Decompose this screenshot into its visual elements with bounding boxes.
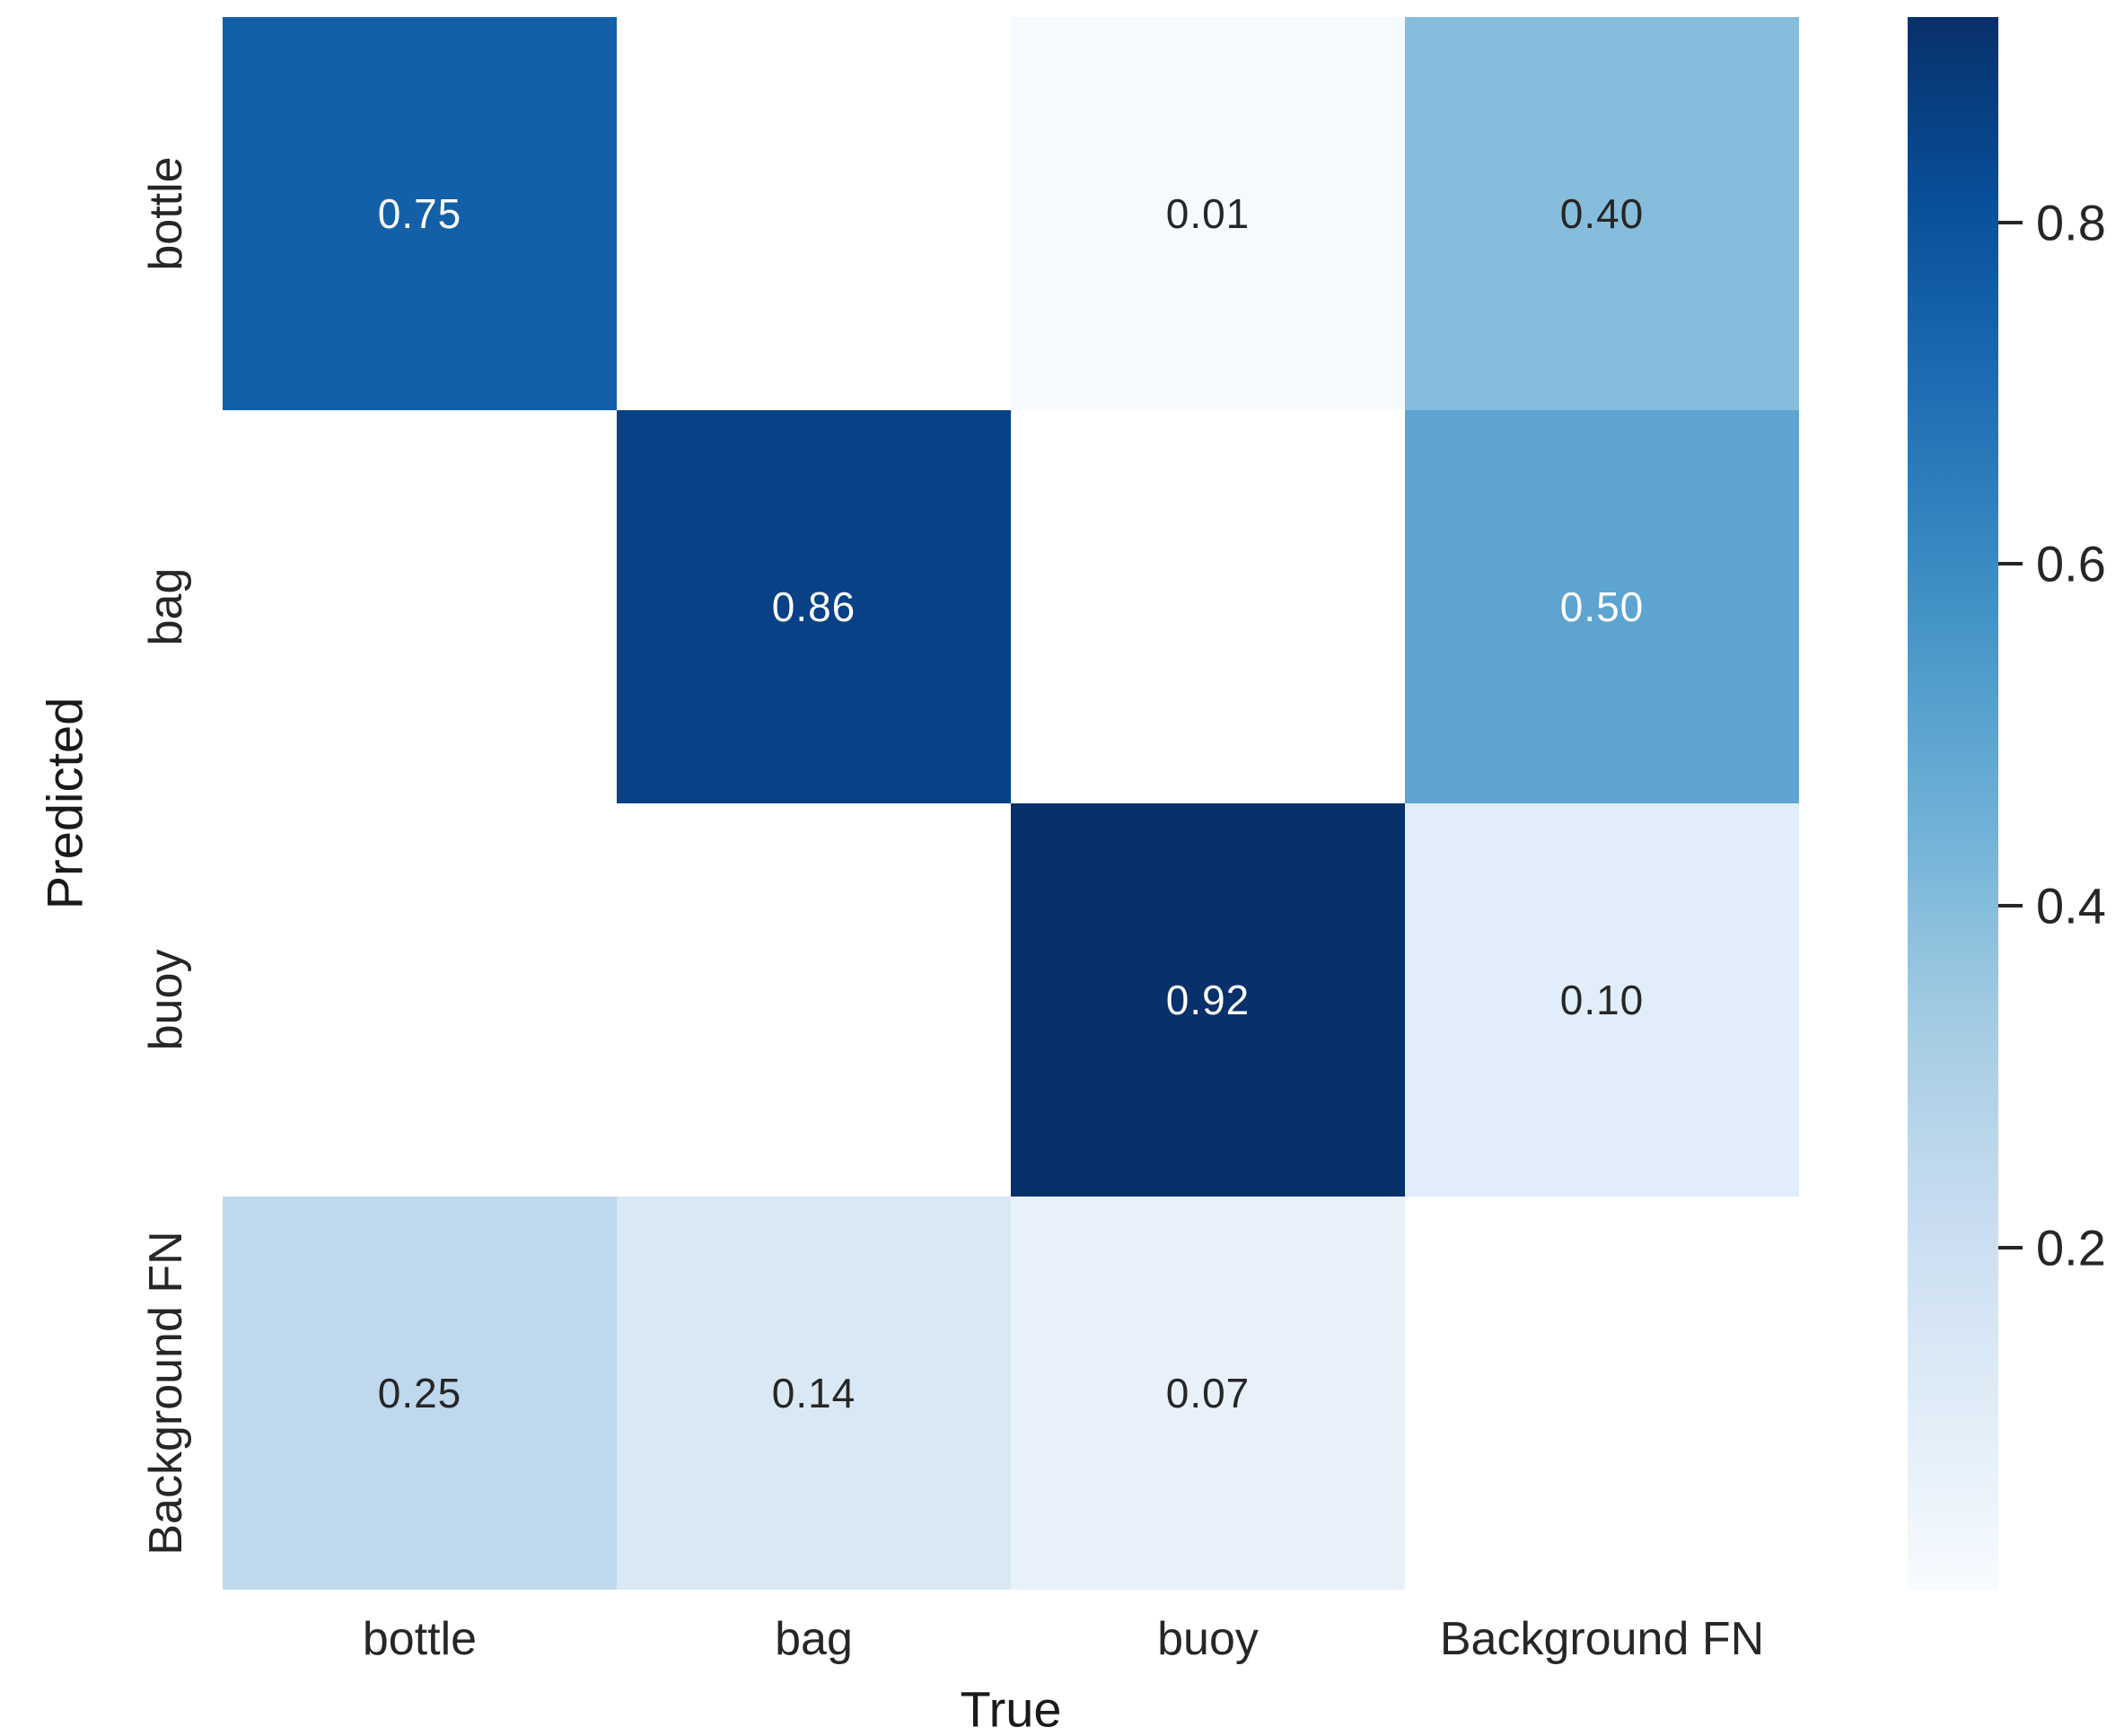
y-tick-background-fn: Background FN [140, 1231, 192, 1556]
cell-value: 0.92 [1165, 977, 1251, 1023]
y-axis-title: Predicted [36, 697, 93, 910]
colorbar [1908, 17, 1998, 1590]
heatmap-cell-buoy-buoy: 0.92 [1011, 803, 1405, 1197]
heatmap-cell-background-fn-background-fn [1405, 1197, 1799, 1590]
colorbar-tick-label-0.4: 0.4 [2036, 877, 2106, 934]
heatmap-cell-bottle-bottle: 0.75 [223, 17, 617, 410]
x-axis-title: True [960, 1680, 1062, 1736]
heatmap-cell-background-fn-bottle: 0.25 [223, 1197, 617, 1590]
x-tick-buoy: buoy [1157, 1613, 1259, 1665]
colorbar-tick-label-0.8: 0.8 [2036, 194, 2106, 251]
heatmap-cell-buoy-background-fn: 0.10 [1405, 803, 1799, 1197]
cell-value: 0.14 [771, 1370, 856, 1416]
heatmap-cell-bottle-bag [617, 17, 1011, 410]
cell-value: 0.50 [1559, 583, 1645, 630]
colorbar-tick-mark [1998, 1246, 2023, 1250]
heatmap-cell-bag-bottle [223, 410, 617, 803]
cell-value: 0.40 [1559, 190, 1645, 237]
cell-value: 0.25 [377, 1370, 462, 1416]
cell-value: 0.01 [1165, 190, 1251, 237]
heatmap-cell-bag-buoy [1011, 410, 1405, 803]
colorbar-tick-label-0.6: 0.6 [2036, 535, 2106, 592]
cell-value: 0.10 [1559, 977, 1645, 1023]
colorbar-tick-mark [1998, 220, 2023, 224]
heatmap-cell-buoy-bag [617, 803, 1011, 1197]
heatmap-cell-bottle-background-fn: 0.40 [1405, 17, 1799, 410]
x-tick-bag: bag [775, 1613, 853, 1665]
colorbar-tick-mark [1998, 562, 2023, 566]
heatmap-grid: 0.75 0.01 0.40 0.86 0.50 0.92 0.10 0.25 0.14 0.07 [223, 17, 1799, 1590]
colorbar-tick-label-0.2: 0.2 [2036, 1219, 2106, 1276]
x-tick-background-fn: Background FN [1439, 1613, 1765, 1665]
heatmap-cell-background-fn-bag: 0.14 [617, 1197, 1011, 1590]
heatmap-cell-bottle-buoy: 0.01 [1011, 17, 1405, 410]
y-tick-bottle: bottle [140, 156, 192, 271]
cell-value: 0.86 [771, 583, 856, 630]
y-tick-bag: bag [140, 567, 192, 646]
x-tick-bottle: bottle [362, 1613, 478, 1665]
cell-value: 0.75 [377, 190, 462, 237]
heatmap-cell-bag-background-fn: 0.50 [1405, 410, 1799, 803]
heatmap-cell-buoy-bottle [223, 803, 617, 1197]
y-tick-buoy: buoy [140, 949, 192, 1051]
heatmap-cell-bag-bag: 0.86 [617, 410, 1011, 803]
colorbar-tick-mark [1998, 904, 2023, 908]
cell-value: 0.07 [1165, 1370, 1251, 1416]
heatmap-cell-background-fn-buoy: 0.07 [1011, 1197, 1405, 1590]
